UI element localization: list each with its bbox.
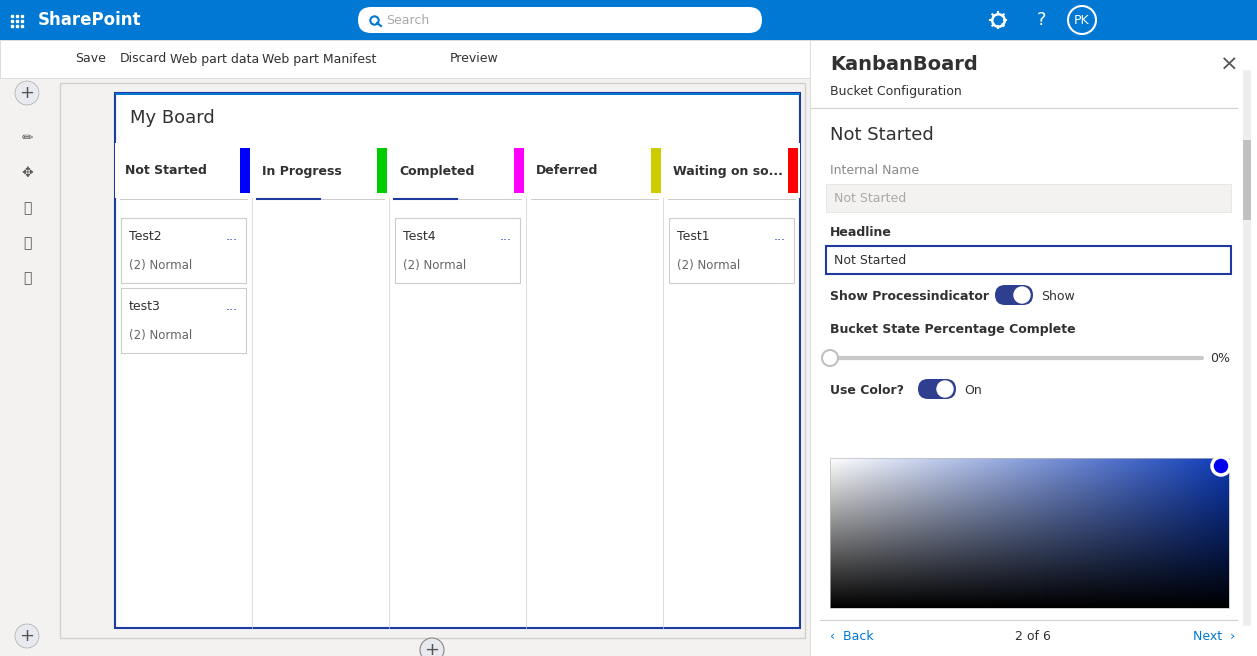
Text: ✥: ✥ bbox=[21, 166, 33, 180]
Text: 🗑: 🗑 bbox=[23, 271, 31, 285]
FancyBboxPatch shape bbox=[788, 148, 798, 193]
Text: Search: Search bbox=[386, 14, 429, 26]
FancyBboxPatch shape bbox=[669, 218, 794, 283]
Text: Show: Show bbox=[1041, 289, 1075, 302]
Text: ⧉: ⧉ bbox=[23, 236, 31, 250]
Text: Web part data: Web part data bbox=[170, 52, 259, 66]
FancyBboxPatch shape bbox=[358, 7, 762, 33]
Text: Bucket Configuration: Bucket Configuration bbox=[830, 85, 962, 98]
FancyBboxPatch shape bbox=[395, 218, 520, 283]
Text: PK: PK bbox=[1075, 14, 1090, 26]
Circle shape bbox=[822, 350, 838, 366]
Text: Use Color?: Use Color? bbox=[830, 384, 904, 396]
Text: test3: test3 bbox=[129, 300, 161, 312]
FancyBboxPatch shape bbox=[121, 218, 246, 283]
Text: Headline: Headline bbox=[830, 226, 892, 239]
Text: Bucket State Percentage Complete: Bucket State Percentage Complete bbox=[830, 323, 1076, 337]
Text: 0%: 0% bbox=[1210, 352, 1231, 365]
FancyBboxPatch shape bbox=[0, 78, 55, 656]
Text: On: On bbox=[964, 384, 982, 396]
FancyBboxPatch shape bbox=[826, 184, 1231, 212]
Text: ...: ... bbox=[774, 230, 786, 243]
Circle shape bbox=[420, 638, 444, 656]
Text: +: + bbox=[20, 84, 34, 102]
FancyBboxPatch shape bbox=[0, 0, 1257, 40]
Text: Test2: Test2 bbox=[129, 230, 162, 243]
FancyBboxPatch shape bbox=[60, 83, 804, 638]
Text: ...: ... bbox=[226, 300, 238, 312]
FancyBboxPatch shape bbox=[1243, 140, 1251, 220]
Text: Discard: Discard bbox=[119, 52, 167, 66]
FancyBboxPatch shape bbox=[651, 148, 661, 193]
Text: ?: ? bbox=[1037, 11, 1047, 29]
FancyBboxPatch shape bbox=[1243, 70, 1251, 626]
Text: ✏: ✏ bbox=[21, 131, 33, 145]
FancyBboxPatch shape bbox=[0, 78, 1257, 656]
Text: ×: × bbox=[1219, 55, 1238, 75]
Text: Test4: Test4 bbox=[403, 230, 436, 243]
Text: Not Started: Not Started bbox=[833, 192, 906, 205]
Text: Not Started: Not Started bbox=[833, 253, 906, 266]
Text: (2) Normal: (2) Normal bbox=[129, 258, 192, 272]
Text: KanbanBoard: KanbanBoard bbox=[830, 56, 978, 75]
Text: Not Started: Not Started bbox=[830, 126, 934, 144]
Text: ...: ... bbox=[226, 230, 238, 243]
Circle shape bbox=[15, 624, 39, 648]
Text: (2) Normal: (2) Normal bbox=[403, 258, 466, 272]
FancyBboxPatch shape bbox=[114, 93, 799, 95]
Text: Preview: Preview bbox=[450, 52, 499, 66]
FancyBboxPatch shape bbox=[114, 143, 251, 198]
Circle shape bbox=[1212, 457, 1231, 475]
FancyBboxPatch shape bbox=[121, 288, 246, 353]
FancyBboxPatch shape bbox=[514, 148, 524, 193]
Text: Waiting on so...: Waiting on so... bbox=[672, 165, 783, 178]
Text: SharePoint: SharePoint bbox=[38, 11, 142, 29]
Text: 2 of 6: 2 of 6 bbox=[1016, 630, 1051, 642]
FancyBboxPatch shape bbox=[377, 148, 387, 193]
Text: Show Processindicator: Show Processindicator bbox=[830, 289, 989, 302]
FancyBboxPatch shape bbox=[810, 40, 1257, 656]
FancyBboxPatch shape bbox=[251, 143, 388, 198]
Text: Internal Name: Internal Name bbox=[830, 163, 919, 176]
Text: Save: Save bbox=[75, 52, 106, 66]
FancyBboxPatch shape bbox=[0, 40, 1257, 78]
Text: ...: ... bbox=[500, 230, 512, 243]
Text: Web part Manifest: Web part Manifest bbox=[261, 52, 376, 66]
FancyBboxPatch shape bbox=[388, 143, 525, 198]
Text: (2) Normal: (2) Normal bbox=[678, 258, 740, 272]
Circle shape bbox=[15, 81, 39, 105]
FancyBboxPatch shape bbox=[240, 148, 250, 193]
FancyBboxPatch shape bbox=[826, 246, 1231, 274]
FancyBboxPatch shape bbox=[996, 285, 1033, 305]
FancyBboxPatch shape bbox=[662, 143, 799, 198]
Text: My Board: My Board bbox=[129, 109, 215, 127]
Circle shape bbox=[1014, 287, 1029, 303]
Circle shape bbox=[936, 381, 953, 397]
FancyBboxPatch shape bbox=[114, 93, 799, 628]
Text: +: + bbox=[425, 641, 440, 656]
Text: Test1: Test1 bbox=[678, 230, 710, 243]
Text: +: + bbox=[20, 627, 34, 645]
Text: ⧉: ⧉ bbox=[23, 201, 31, 215]
Text: ‹  Back: ‹ Back bbox=[830, 630, 874, 642]
Text: (2) Normal: (2) Normal bbox=[129, 329, 192, 342]
Text: Deferred: Deferred bbox=[535, 165, 598, 178]
Text: Not Started: Not Started bbox=[124, 165, 207, 178]
Text: Next  ›: Next › bbox=[1193, 630, 1234, 642]
FancyBboxPatch shape bbox=[525, 143, 662, 198]
Text: In Progress: In Progress bbox=[261, 165, 342, 178]
Text: Completed: Completed bbox=[398, 165, 474, 178]
FancyBboxPatch shape bbox=[918, 379, 957, 399]
